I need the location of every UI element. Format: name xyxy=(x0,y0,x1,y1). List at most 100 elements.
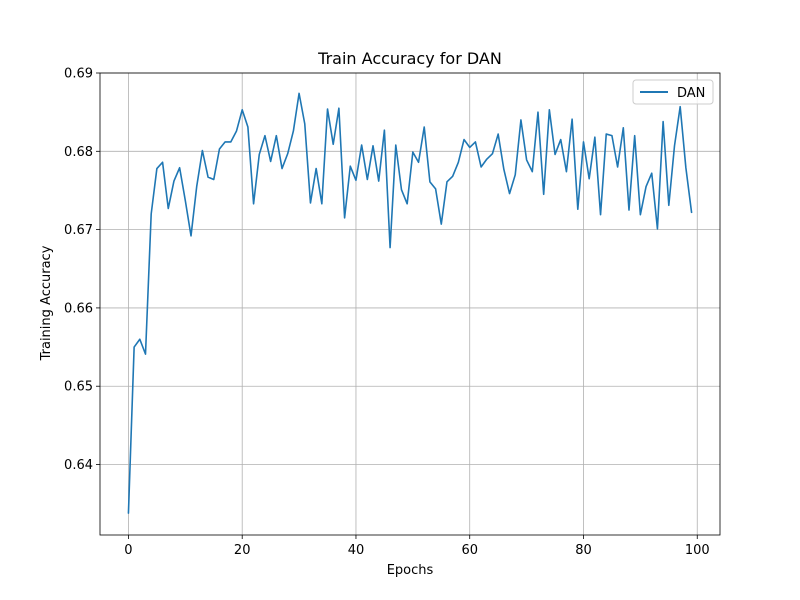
data-point xyxy=(463,139,465,141)
data-point xyxy=(657,228,659,230)
data-point xyxy=(241,109,243,111)
data-point xyxy=(321,203,323,205)
series-layer xyxy=(127,92,693,514)
data-point xyxy=(139,338,141,340)
x-tick-label: 40 xyxy=(348,543,365,558)
data-point xyxy=(600,214,602,216)
legend-box xyxy=(632,79,714,105)
data-point xyxy=(361,144,363,146)
data-point xyxy=(367,179,369,181)
data-point xyxy=(588,178,590,180)
data-point xyxy=(162,161,164,163)
data-point xyxy=(651,172,653,174)
data-point xyxy=(543,194,545,196)
data-point xyxy=(384,129,386,131)
data-point xyxy=(378,180,380,182)
data-point xyxy=(605,133,607,135)
data-point xyxy=(475,141,477,143)
data-point xyxy=(185,200,187,202)
data-point xyxy=(423,126,425,128)
data-point xyxy=(349,165,351,167)
data-point xyxy=(281,168,283,170)
data-point xyxy=(440,223,442,225)
data-point xyxy=(628,209,630,211)
y-tick-label: 0.64 xyxy=(64,458,93,473)
data-point xyxy=(276,135,278,137)
data-point xyxy=(486,158,488,160)
data-point xyxy=(412,151,414,153)
data-point xyxy=(145,353,147,355)
data-point xyxy=(133,346,135,348)
x-tick-label: 20 xyxy=(234,543,251,558)
data-point xyxy=(406,203,408,205)
data-point xyxy=(611,135,613,137)
data-point xyxy=(236,130,238,132)
data-point xyxy=(401,189,403,191)
data-point xyxy=(327,108,329,110)
legend: DAN xyxy=(632,79,714,105)
data-point xyxy=(583,141,585,143)
axes xyxy=(99,72,721,536)
data-point xyxy=(395,144,397,146)
data-point xyxy=(173,180,175,182)
data-point xyxy=(344,217,346,219)
data-point xyxy=(128,512,130,514)
x-tick-label: 80 xyxy=(575,543,592,558)
data-point xyxy=(571,118,573,120)
data-point xyxy=(202,150,204,152)
x-tick-label: 0 xyxy=(124,543,132,558)
data-point xyxy=(224,141,226,143)
data-point xyxy=(554,154,556,156)
data-point xyxy=(179,167,181,169)
data-point xyxy=(264,135,266,137)
data-point xyxy=(270,161,272,163)
data-point xyxy=(640,214,642,216)
data-point xyxy=(531,171,533,173)
data-point xyxy=(258,154,260,156)
data-point xyxy=(691,212,693,214)
x-axis-title: Epochs xyxy=(387,563,434,578)
y-axis-title: Training Accuracy xyxy=(39,245,54,361)
data-point xyxy=(458,161,460,163)
data-point xyxy=(685,167,687,169)
data-point xyxy=(304,123,306,125)
grid xyxy=(100,72,720,535)
data-point xyxy=(566,171,568,173)
data-point xyxy=(150,213,152,215)
data-point xyxy=(293,130,295,132)
data-point xyxy=(617,166,619,168)
data-point xyxy=(355,179,357,181)
data-point xyxy=(213,179,215,181)
legend-label-dan: DAN xyxy=(677,86,705,101)
data-point xyxy=(526,159,528,161)
data-point xyxy=(219,148,221,150)
data-point xyxy=(253,203,255,205)
data-point xyxy=(537,111,539,113)
data-point xyxy=(645,186,647,188)
chart-title: Train Accuracy for DAN xyxy=(317,49,502,68)
data-point xyxy=(167,208,169,210)
y-tick-label: 0.65 xyxy=(64,380,93,395)
data-point xyxy=(332,143,334,145)
data-point xyxy=(247,126,249,128)
data-point xyxy=(446,181,448,183)
data-point xyxy=(492,153,494,155)
data-point xyxy=(230,141,232,143)
data-point xyxy=(674,145,676,147)
data-point xyxy=(679,106,681,108)
data-point xyxy=(560,139,562,141)
data-point xyxy=(520,119,522,121)
data-point xyxy=(469,147,471,149)
data-point xyxy=(429,181,431,183)
data-point xyxy=(662,121,664,123)
data-point xyxy=(196,186,198,188)
data-point xyxy=(435,188,437,190)
data-point xyxy=(509,193,511,195)
data-point xyxy=(389,247,391,249)
data-point xyxy=(503,169,505,171)
ticks: 0 20 40 60 80 100 0.64 0.65 0.66 0.67 0.68 0.69 xyxy=(64,67,710,559)
data-point xyxy=(577,208,579,210)
y-tick-label: 0.68 xyxy=(64,145,93,160)
